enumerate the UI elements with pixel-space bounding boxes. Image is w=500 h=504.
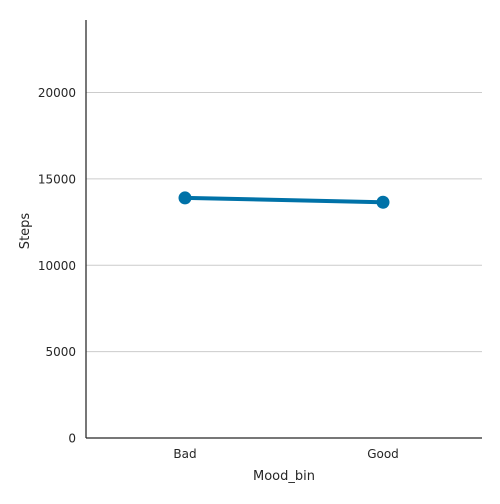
y-tick-label: 15000 bbox=[38, 172, 76, 186]
data-point-marker bbox=[376, 195, 390, 209]
series bbox=[178, 191, 390, 209]
data-point-marker bbox=[178, 191, 192, 205]
gridlines bbox=[86, 92, 482, 353]
y-tick-label: 10000 bbox=[38, 259, 76, 273]
x-tick-labels: Bad Good bbox=[173, 447, 398, 461]
x-tick-label: Good bbox=[367, 447, 399, 461]
y-axis-label: Steps bbox=[18, 213, 33, 250]
y-tick-label: 5000 bbox=[45, 345, 76, 359]
x-axis-label: Mood_bin bbox=[253, 469, 315, 484]
x-tick-label: Bad bbox=[173, 447, 196, 461]
y-tick-labels: 0 5000 10000 15000 20000 bbox=[38, 86, 76, 445]
series-line bbox=[183, 195, 385, 205]
y-tick-label: 20000 bbox=[38, 86, 76, 100]
y-tick-label: 0 bbox=[68, 432, 76, 446]
axes bbox=[85, 20, 482, 439]
